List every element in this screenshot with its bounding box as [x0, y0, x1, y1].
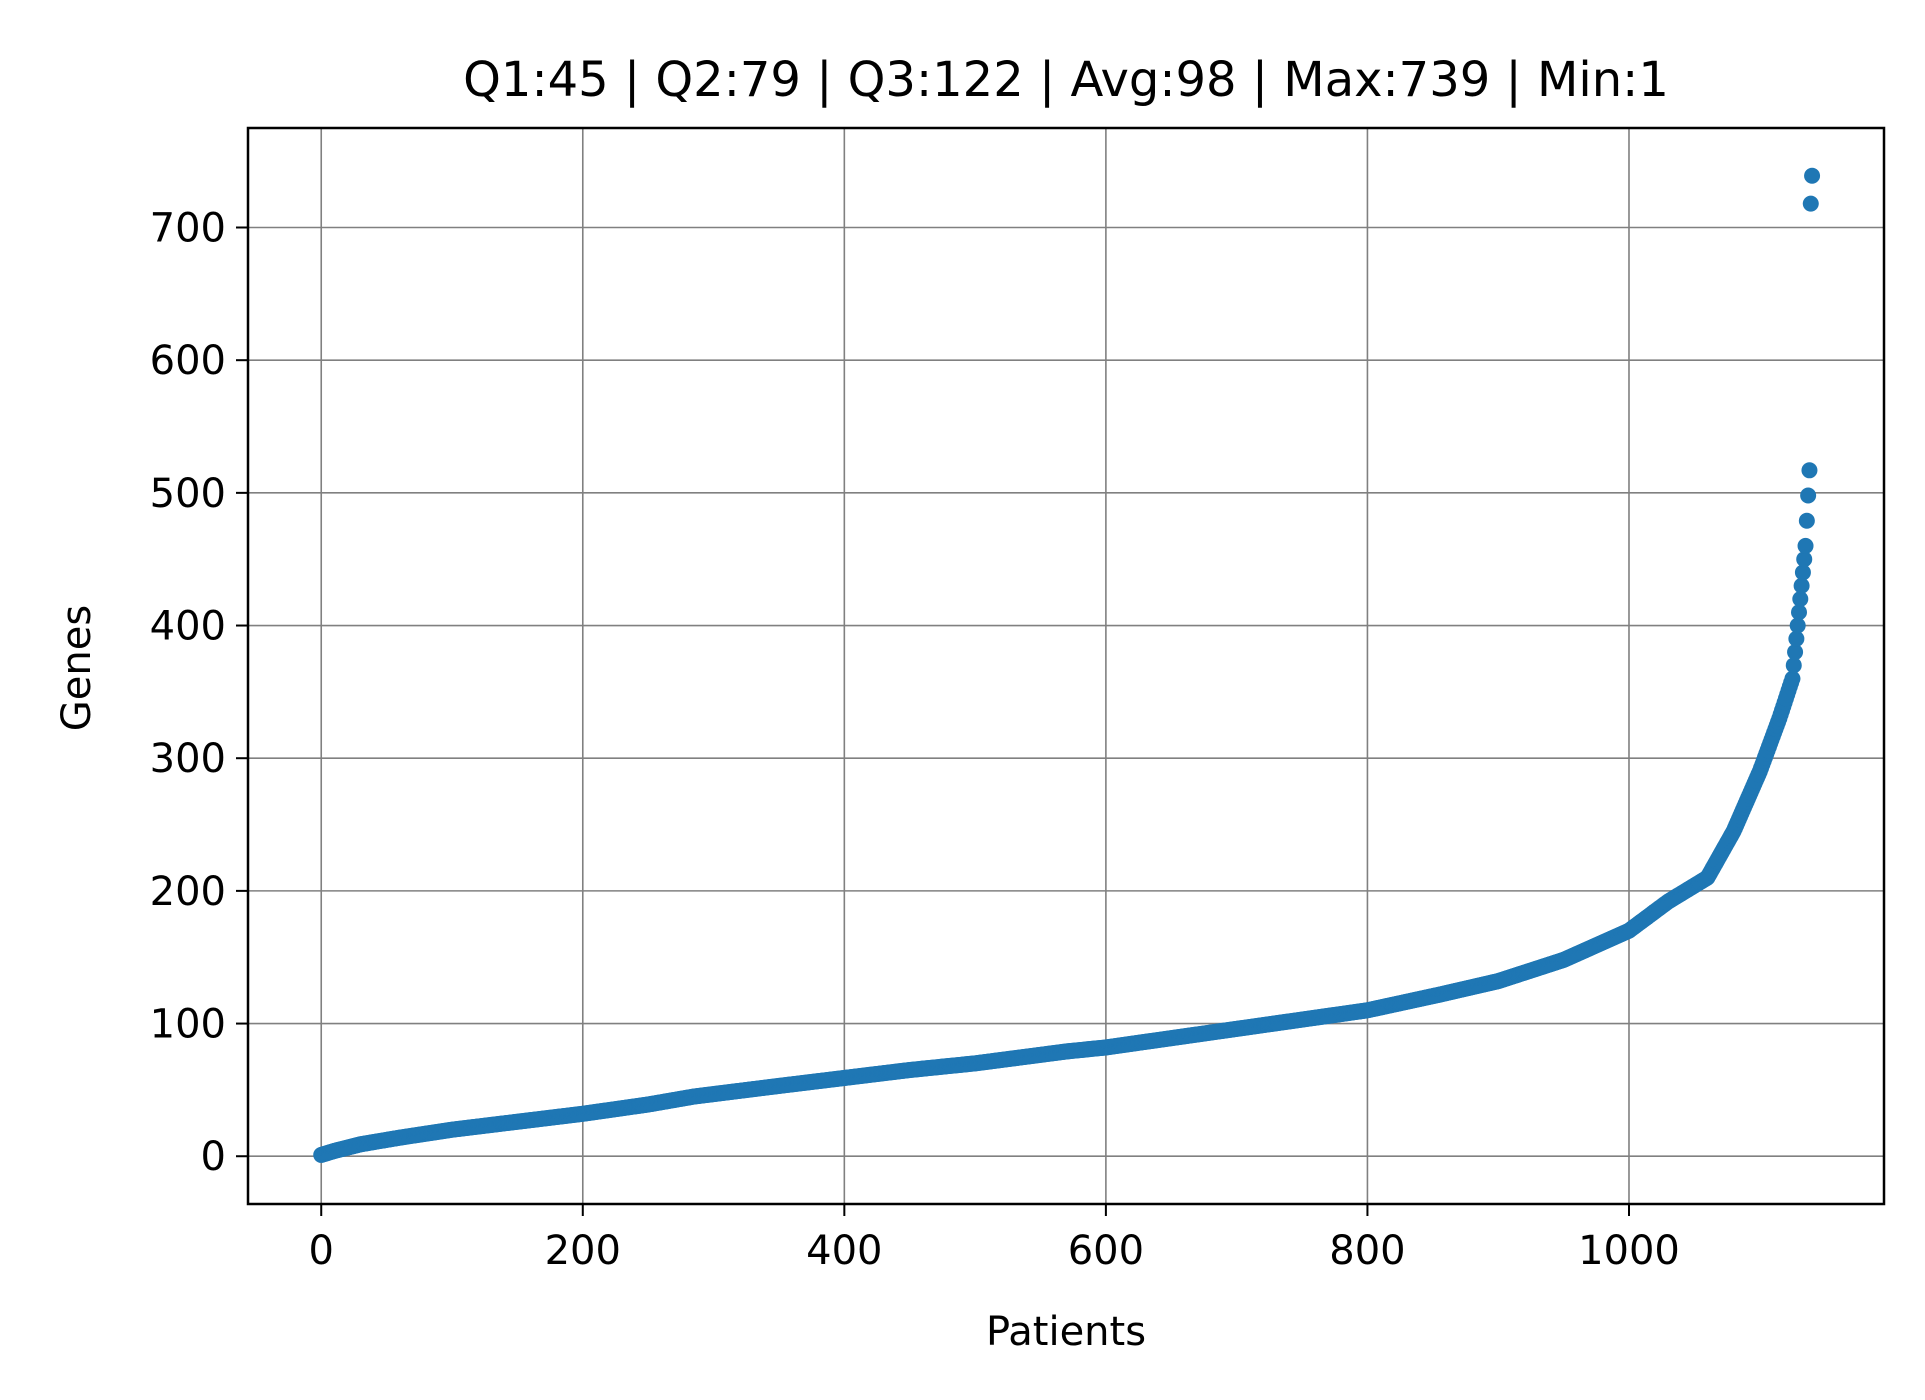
y-tick-label: 100	[150, 1002, 226, 1048]
outlier-point	[1802, 195, 1819, 212]
x-tick-label: 1000	[1578, 1228, 1680, 1274]
x-axis: 0 200 400 600 800 1000	[309, 1204, 1680, 1274]
x-tick-label: 600	[1068, 1228, 1144, 1274]
y-axis: 0 100 200 300 400 500 600 700	[150, 206, 248, 1180]
data-point	[1793, 577, 1810, 594]
data-points	[313, 167, 1821, 1163]
y-tick-label: 700	[150, 206, 226, 252]
data-point	[1800, 487, 1817, 504]
y-tick-label: 0	[201, 1134, 226, 1180]
data-point	[1788, 630, 1805, 647]
data-point	[1785, 657, 1802, 674]
chart-title: Q1:45 | Q2:79 | Q3:122 | Avg:98 | Max:73…	[463, 52, 1669, 108]
x-tick-label: 800	[1329, 1228, 1405, 1274]
data-point	[1796, 551, 1813, 568]
x-tick-label: 200	[545, 1228, 621, 1274]
y-axis-label: Genes	[54, 605, 100, 731]
plot-frame	[246, 126, 1886, 1206]
y-tick-label: 500	[150, 471, 226, 517]
data-point	[1792, 591, 1809, 607]
data-point	[1798, 512, 1815, 529]
data-point	[1791, 604, 1807, 621]
y-tick-label: 400	[150, 604, 226, 650]
x-tick-label: 400	[806, 1228, 882, 1274]
x-axis-label: Patients	[986, 1309, 1146, 1355]
data-point	[1784, 670, 1801, 687]
data-point	[1789, 617, 1806, 634]
y-tick-label: 600	[150, 338, 226, 384]
data-point	[1797, 537, 1814, 554]
x-tick-label: 0	[309, 1228, 334, 1274]
y-tick-label: 300	[150, 736, 226, 782]
outlier-point	[1804, 167, 1821, 184]
y-tick-label: 200	[150, 869, 226, 915]
data-point	[1801, 462, 1818, 479]
grid-lines	[248, 128, 1884, 1204]
data-point	[1787, 644, 1804, 661]
data-point	[1794, 564, 1811, 581]
